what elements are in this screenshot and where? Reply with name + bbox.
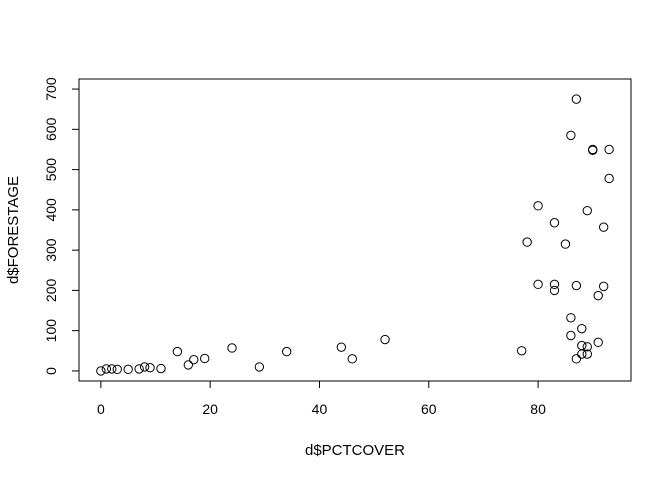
data-point [577, 349, 587, 359]
data-point [560, 239, 571, 249]
data-point [145, 363, 155, 373]
data-point [96, 366, 106, 376]
data-point [582, 205, 592, 216]
y-tick-label: 300 [43, 238, 59, 262]
data-point [183, 360, 194, 370]
y-tick-label: 0 [43, 367, 59, 375]
data-point [598, 281, 609, 292]
y-tick-label: 100 [43, 319, 59, 343]
data-point [582, 342, 592, 352]
data-point [134, 364, 144, 374]
data-point [549, 279, 560, 290]
x-axis: 0 20 40 60 80 [97, 380, 546, 417]
data-point [516, 346, 527, 356]
data-point [200, 353, 210, 364]
y-tick-label: 700 [43, 77, 59, 101]
data-point [571, 354, 582, 364]
y-tick-label: 400 [43, 198, 59, 222]
data-points [96, 94, 614, 376]
y-axis-title: d$FORESTAGE [5, 176, 22, 284]
plot-frame [78, 78, 632, 382]
data-point [593, 337, 603, 348]
data-point [571, 280, 582, 291]
data-point [112, 364, 122, 375]
data-point [571, 94, 582, 104]
x-axis-title: d$PCTCOVER [305, 442, 405, 459]
data-point [549, 218, 560, 228]
data-point [604, 173, 614, 184]
data-point [172, 346, 183, 357]
y-tick-label: 200 [43, 279, 59, 303]
x-tick-label: 20 [202, 401, 218, 417]
data-point [604, 144, 614, 155]
data-point [156, 363, 166, 374]
y-axis: 0 100 200 300 400 500 600 700 [43, 77, 80, 375]
x-tick-label: 0 [97, 401, 105, 417]
data-point [533, 201, 543, 211]
data-point [101, 364, 112, 374]
data-point [577, 340, 587, 351]
data-point [281, 346, 292, 357]
data-point [123, 364, 133, 375]
data-point [582, 349, 592, 359]
data-point [593, 290, 603, 301]
data-point [336, 342, 347, 352]
data-point [533, 279, 543, 290]
data-point [549, 285, 560, 296]
data-point [577, 323, 587, 334]
data-point [107, 364, 117, 374]
data-point [189, 354, 199, 365]
data-point [566, 313, 576, 323]
y-tick-label: 600 [43, 117, 59, 141]
x-tick-label: 60 [421, 401, 437, 417]
data-point [139, 362, 150, 372]
data-point [522, 237, 532, 247]
data-point [380, 334, 390, 345]
data-point [566, 330, 576, 341]
data-point [566, 130, 576, 141]
data-point [254, 362, 265, 372]
y-tick-label: 500 [43, 158, 59, 182]
data-point [347, 354, 357, 364]
data-point [588, 145, 598, 155]
data-point [598, 222, 609, 232]
x-tick-label: 80 [530, 401, 546, 417]
data-point [227, 343, 237, 353]
x-tick-label: 40 [312, 401, 328, 417]
